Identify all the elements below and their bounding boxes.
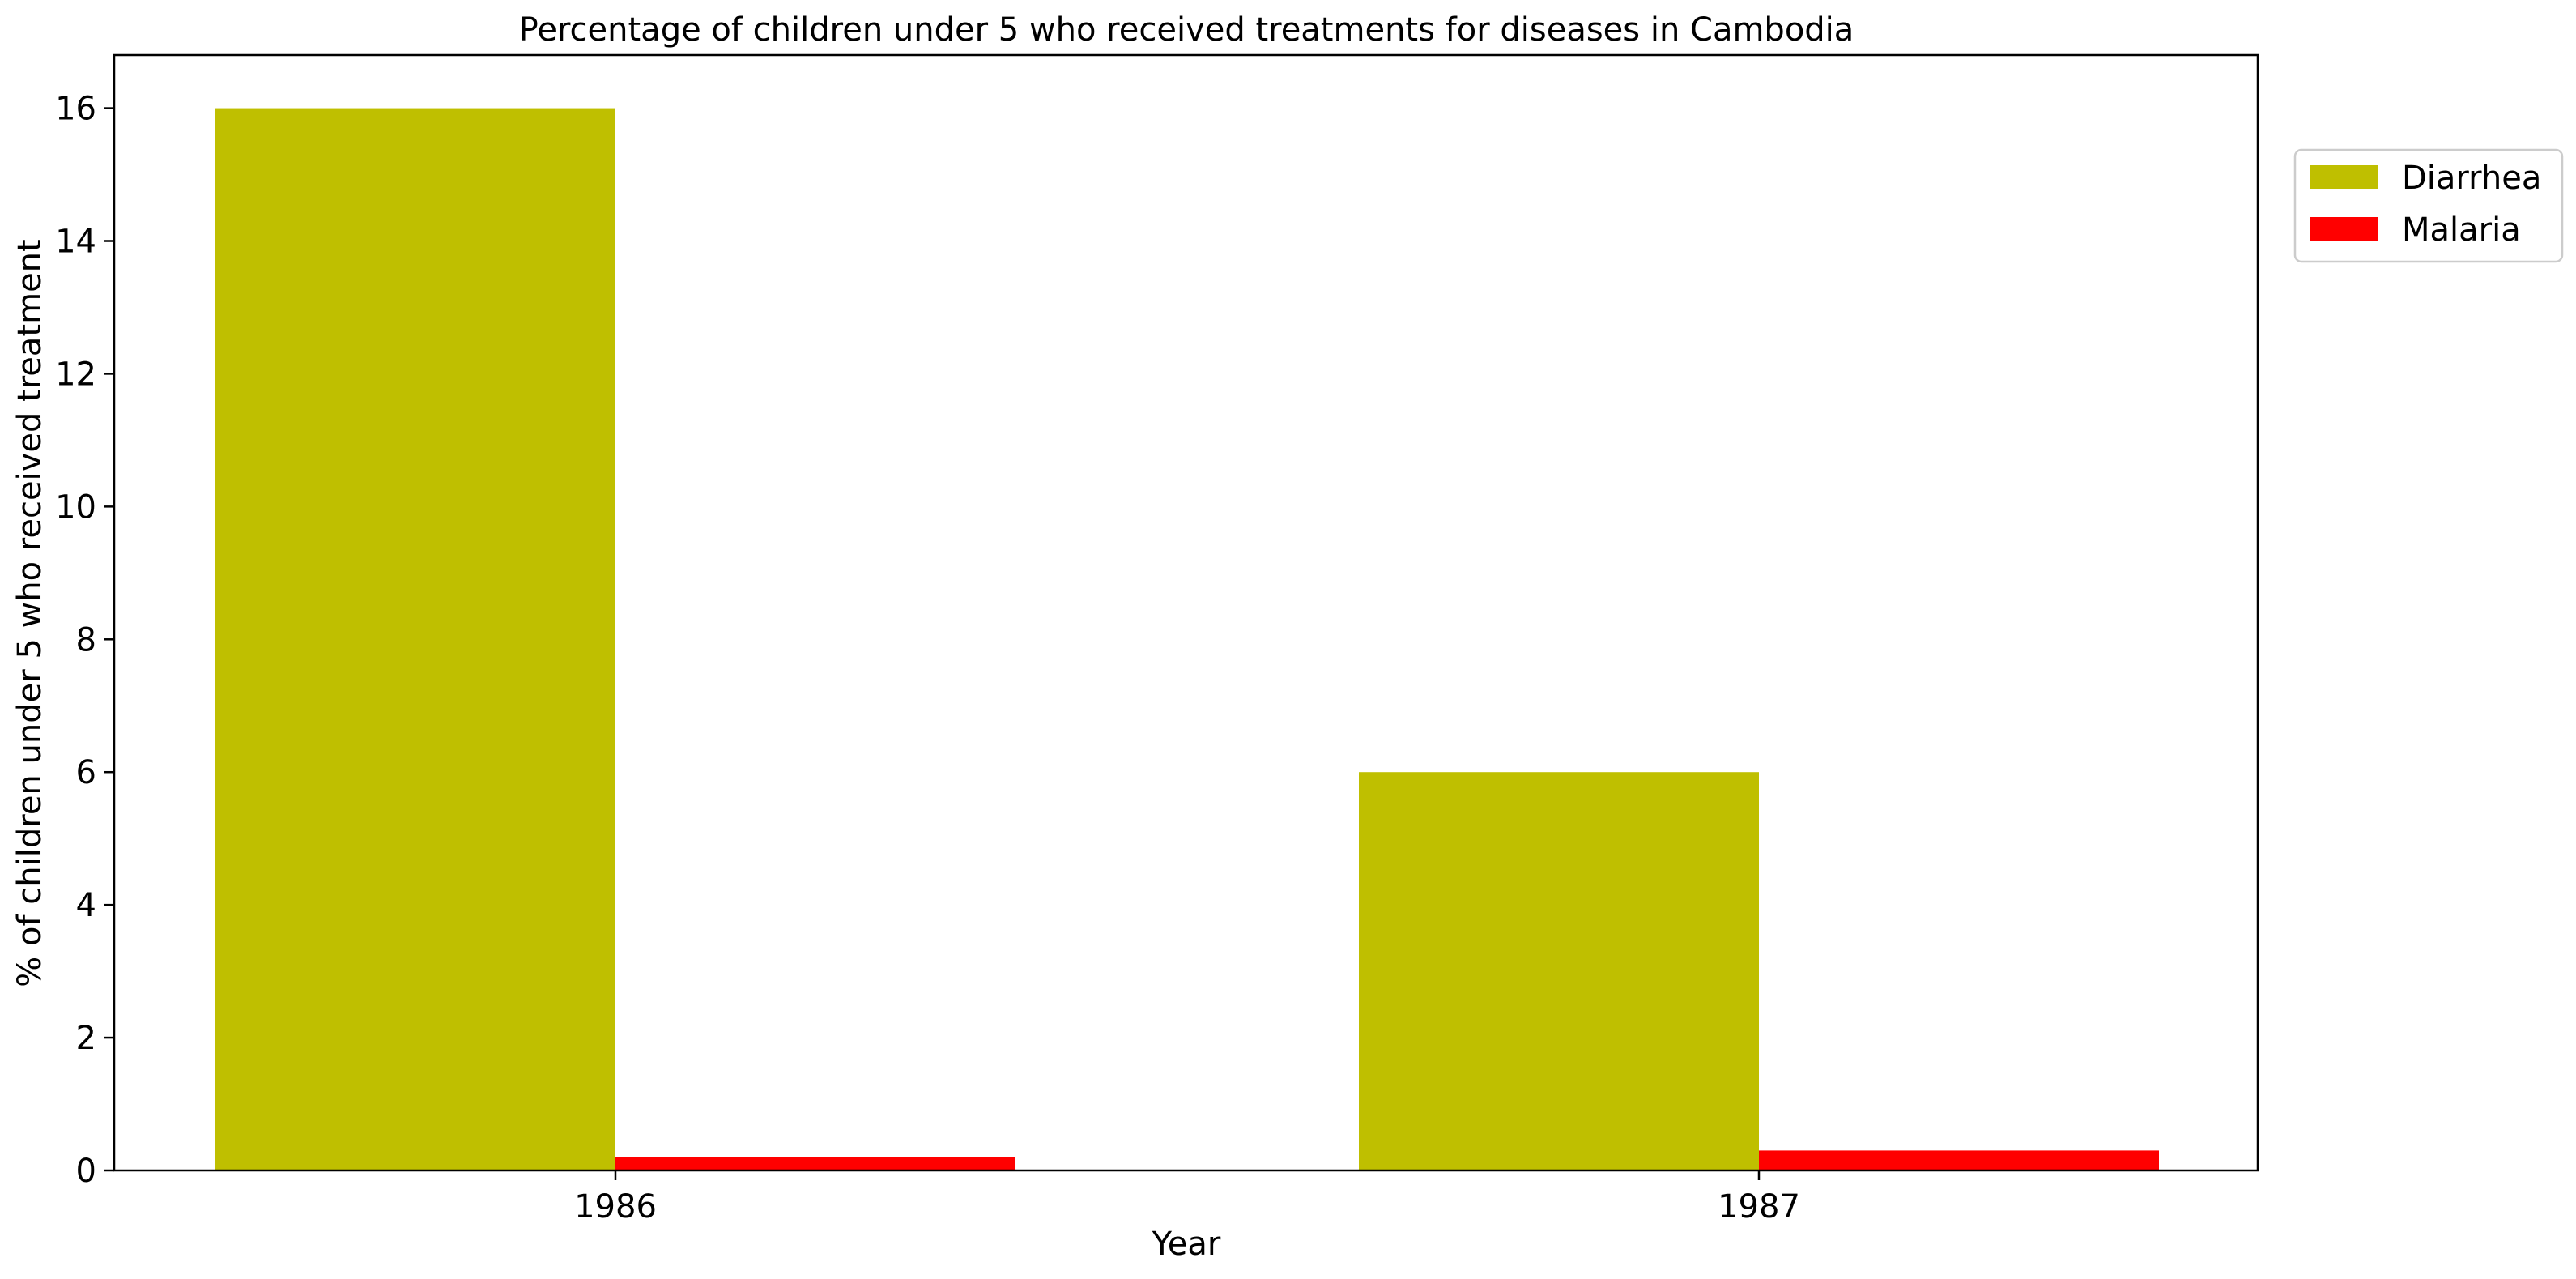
x-tick-label-1987: 1987	[1718, 1188, 1800, 1226]
plot-frame	[113, 53, 2259, 1172]
bar-malaria-1987	[1759, 1150, 2159, 1170]
legend-swatch-diarrhea	[2310, 165, 2378, 189]
x-axis-label: Year	[1152, 1226, 1221, 1263]
y-tick-label: 4	[76, 887, 96, 924]
y-axis-label: % of children under 5 who received treat…	[11, 239, 49, 987]
legend-swatch-malaria	[2310, 217, 2378, 241]
y-tick-label: 0	[76, 1153, 96, 1190]
bar-malaria-1986	[615, 1157, 1015, 1170]
y-tick-label: 6	[76, 754, 96, 791]
y-axis: 0 2 4 6 8 10 12 14 16	[55, 91, 114, 1190]
chart-title: Percentage of children under 5 who recei…	[519, 11, 1854, 49]
y-tick-label: 14	[55, 224, 96, 261]
y-tick-label: 10	[55, 488, 96, 526]
y-tick-label: 2	[76, 1020, 96, 1057]
x-tick-label-1986: 1986	[574, 1188, 657, 1226]
bars-layer	[215, 108, 2159, 1171]
legend-label-diarrhea: Diarrhea	[2402, 160, 2541, 197]
y-tick-label: 16	[55, 91, 96, 128]
y-tick-label: 8	[76, 621, 96, 659]
y-tick-label: 12	[55, 356, 96, 393]
legend: Diarrhea Malaria	[2293, 148, 2564, 263]
bar-diarrhea-1986	[215, 108, 615, 1171]
bar-diarrhea-1987	[1359, 772, 1759, 1170]
x-axis: 1986 1987	[574, 1170, 1800, 1226]
legend-label-malaria: Malaria	[2402, 211, 2521, 249]
